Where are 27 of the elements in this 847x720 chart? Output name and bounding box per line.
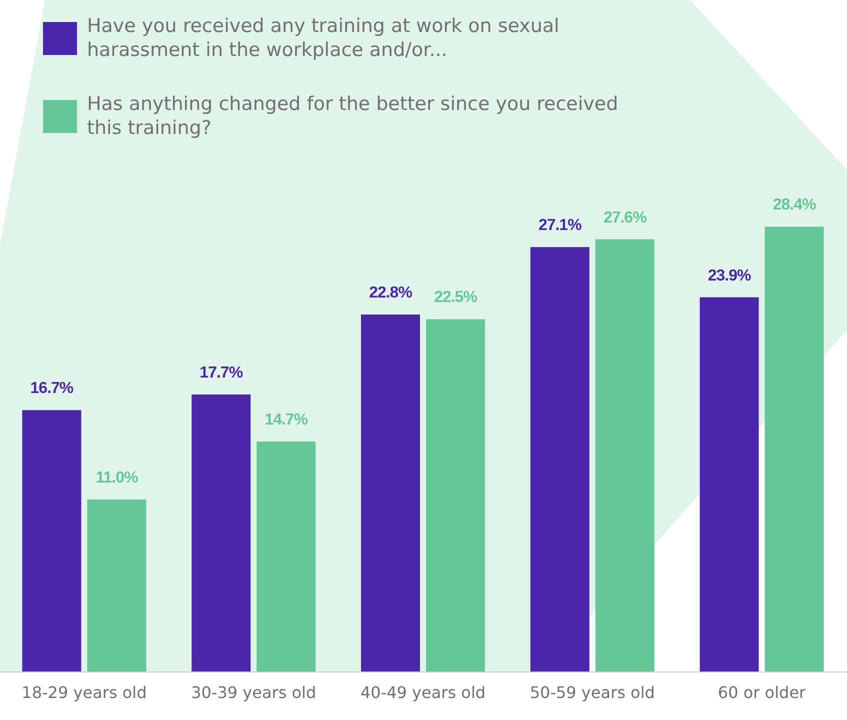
bar xyxy=(700,297,759,672)
data-label: 11.0% xyxy=(96,470,138,487)
data-label: 22.8% xyxy=(369,284,412,302)
data-label: 27.1% xyxy=(538,217,582,234)
data-label: 27.6% xyxy=(603,209,647,226)
data-label: 22.5% xyxy=(434,289,478,306)
data-label: 28.4% xyxy=(772,196,816,214)
bar xyxy=(256,442,316,672)
legend-label: Has anything changed for the better since you received this training? xyxy=(87,93,618,139)
bar xyxy=(192,394,251,672)
bar xyxy=(87,500,146,672)
bar xyxy=(764,226,824,672)
bar xyxy=(22,410,82,672)
legend-label: Have you received any training at work on sexual harassment in the workplace and/or... xyxy=(87,15,560,61)
data-label: 17.7% xyxy=(200,364,243,382)
x-tick-label: 40-49 years old xyxy=(360,683,486,702)
x-tick-label: 50-59 years old xyxy=(530,683,655,702)
x-tick-label: 60 or older xyxy=(718,683,806,702)
bar xyxy=(595,239,654,672)
bar xyxy=(530,247,590,672)
data-label: 16.7% xyxy=(30,380,74,398)
bar xyxy=(426,319,485,672)
data-label: 23.9% xyxy=(708,267,751,284)
x-tick-label: 18-29 years old xyxy=(22,683,147,702)
data-label: 14.7% xyxy=(264,412,308,429)
bar xyxy=(361,314,420,672)
x-tick-label: 30-39 years old xyxy=(191,683,316,702)
